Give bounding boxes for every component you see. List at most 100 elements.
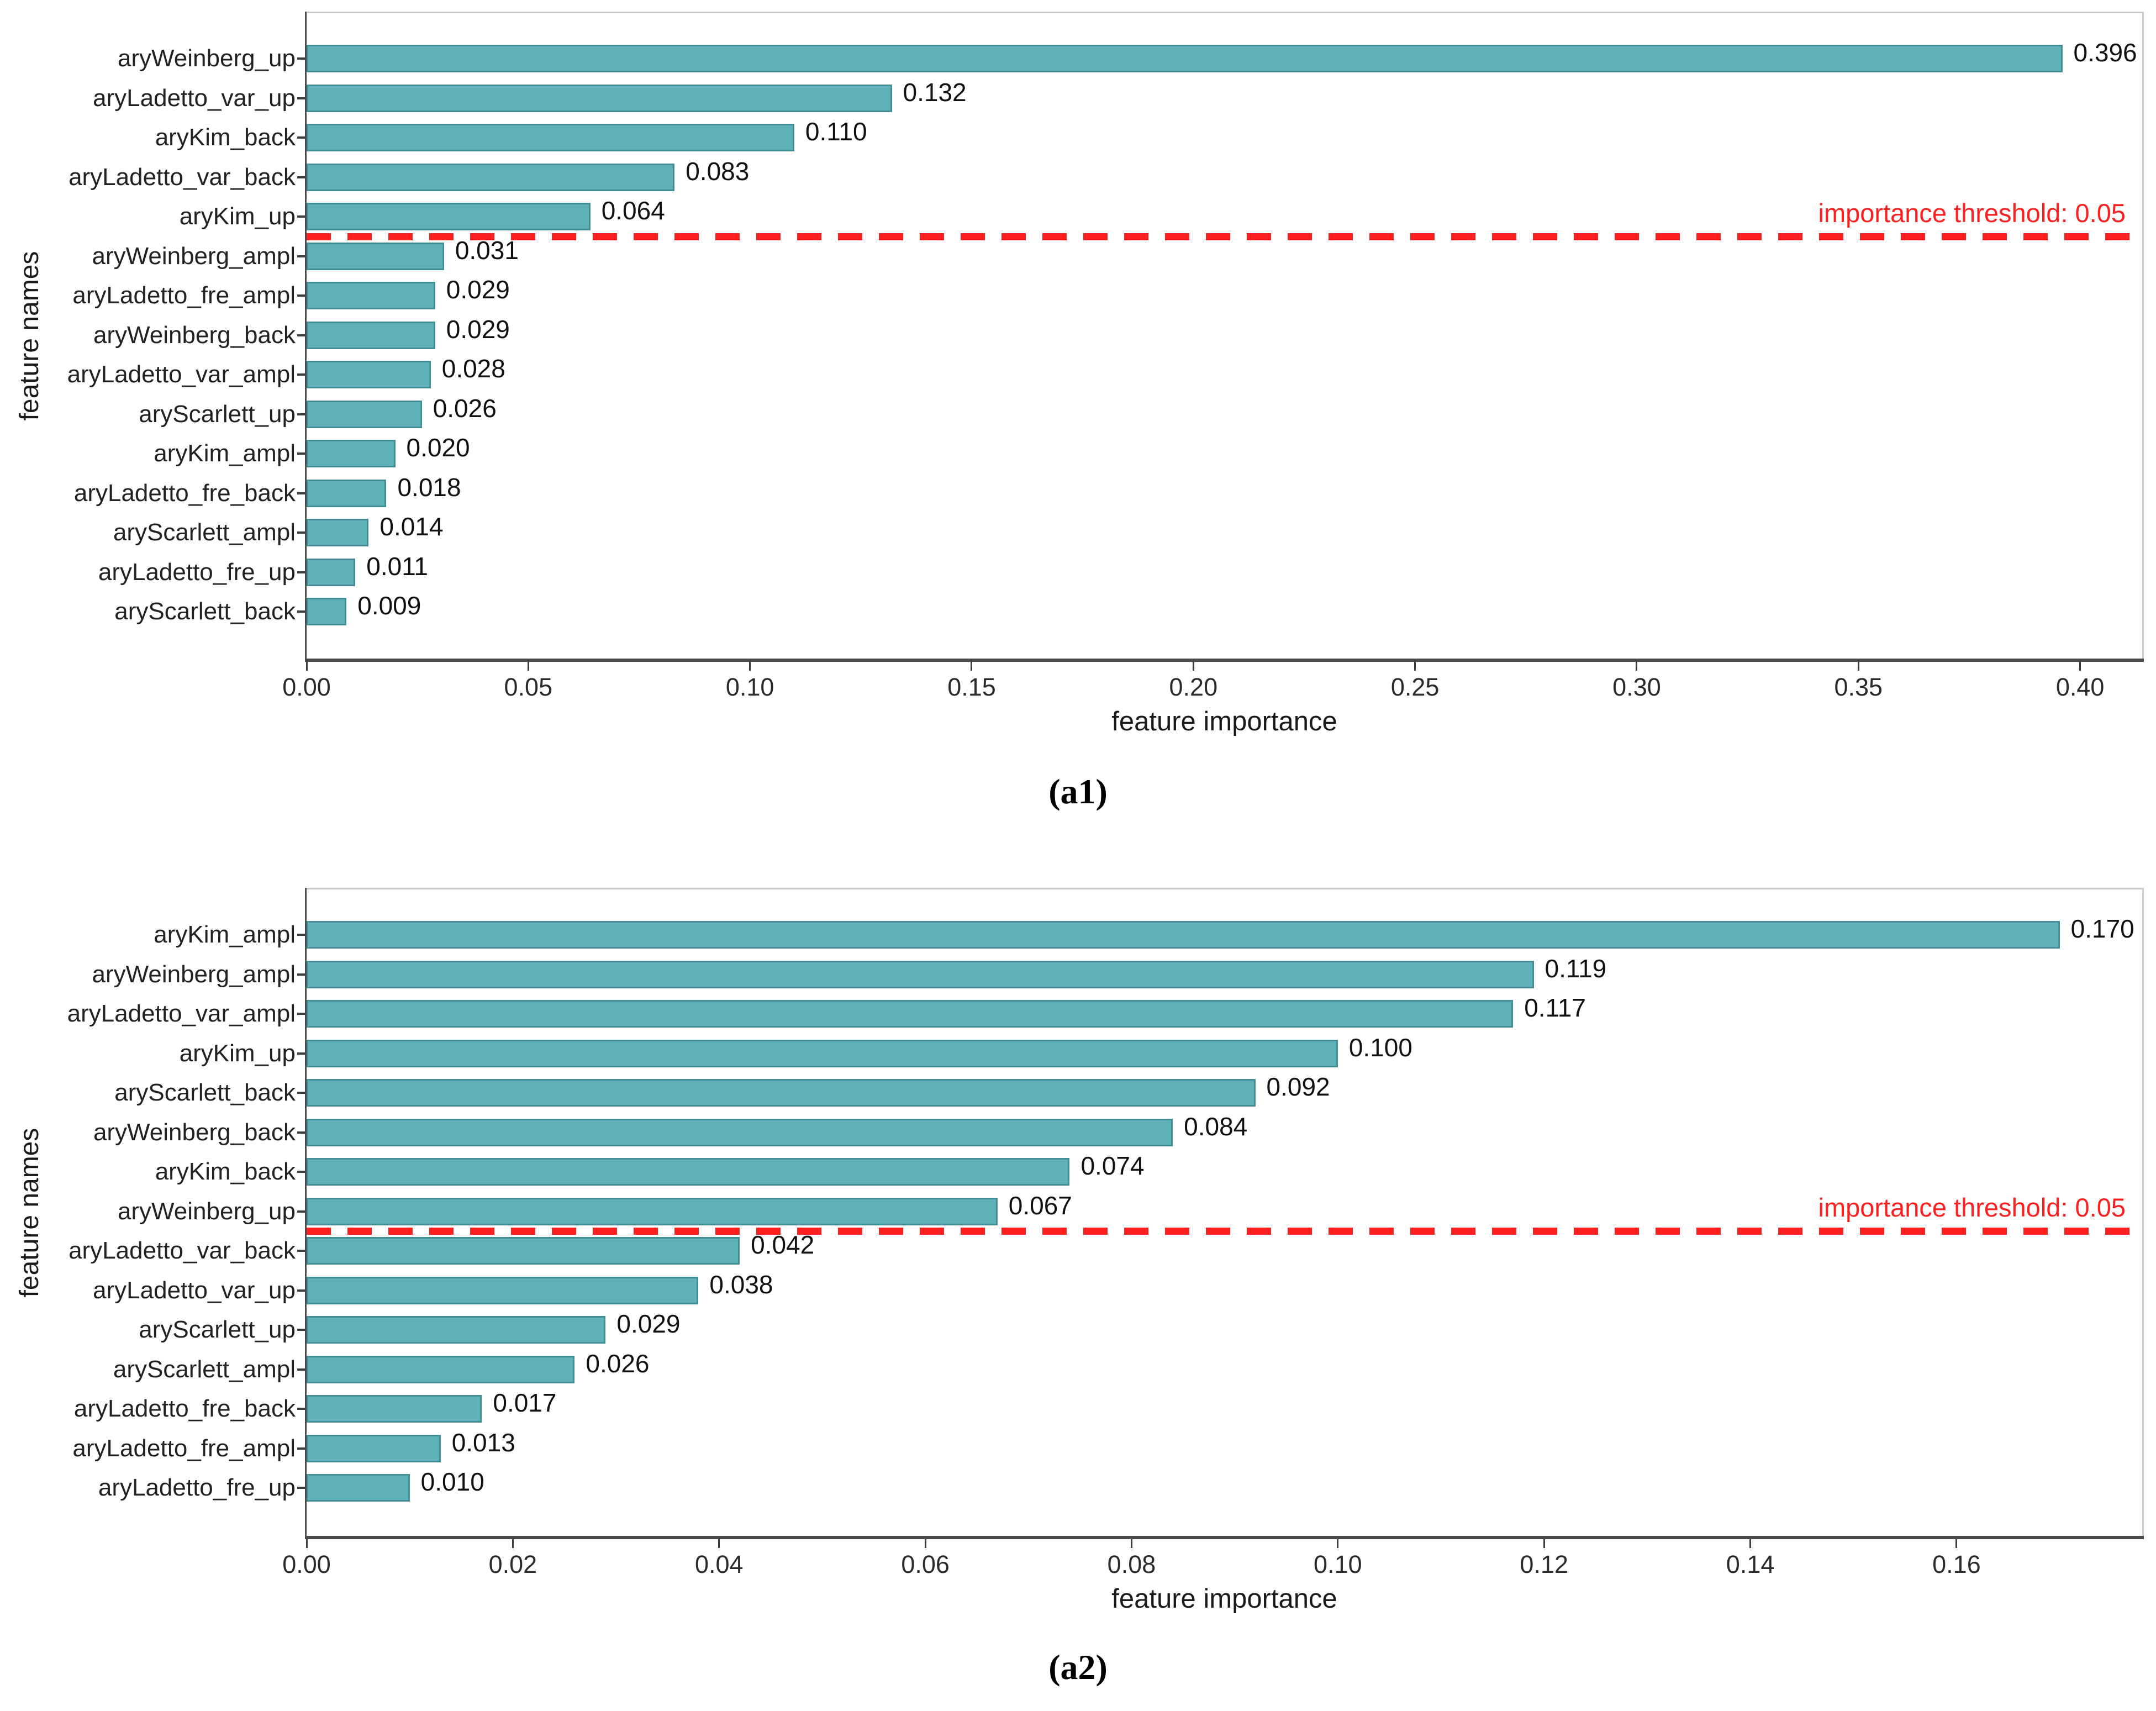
- y-axis-line: [305, 12, 307, 662]
- bar: [307, 45, 2063, 72]
- ytick-label: aryWeinberg_back: [93, 321, 296, 349]
- ytick-label: aryScarlett_back: [114, 1079, 296, 1106]
- xtick-label: 0.00: [282, 673, 331, 701]
- bar-value-label: 0.029: [616, 1309, 681, 1338]
- ytick-mark: [297, 1487, 305, 1489]
- ytick-label: aryScarlett_up: [139, 1316, 296, 1343]
- ytick-mark: [297, 1447, 305, 1450]
- bar: [307, 1434, 441, 1462]
- ytick-label: aryLadetto_fre_back: [73, 1395, 296, 1422]
- xtick-label: 0.30: [1612, 673, 1661, 701]
- ytick-label: aryLadetto_fre_ampl: [72, 1434, 296, 1462]
- bar: [307, 84, 892, 112]
- xtick-label: 0.20: [1169, 673, 1218, 701]
- ytick-mark: [297, 1408, 305, 1410]
- bar: [307, 921, 2060, 949]
- bar: [307, 1118, 1173, 1146]
- xtick-mark: [305, 662, 308, 671]
- xtick-mark: [1955, 1539, 1958, 1548]
- x-axis-line: [305, 1536, 2144, 1539]
- threshold-label: importance threshold: 0.05: [1818, 198, 2126, 228]
- ytick-mark: [297, 531, 305, 534]
- ytick-label: aryScarlett_ampl: [113, 519, 296, 546]
- xtick-label: 0.00: [282, 1550, 331, 1578]
- bar: [307, 1316, 606, 1344]
- ytick-label: aryScarlett_ampl: [113, 1355, 296, 1383]
- xtick-mark: [1857, 662, 1859, 671]
- bar-value-label: 0.031: [455, 235, 519, 265]
- xtick-mark: [718, 1539, 720, 1548]
- bar: [307, 400, 422, 428]
- bar-value-label: 0.064: [601, 196, 665, 225]
- ytick-mark: [297, 1250, 305, 1252]
- ytick-label: aryLadetto_var_ampl: [67, 1000, 296, 1027]
- bar-value-label: 0.011: [366, 551, 428, 581]
- bar-value-label: 0.119: [1544, 954, 1607, 983]
- bar-value-label: 0.009: [357, 591, 421, 620]
- xtick-label: 0.06: [901, 1550, 950, 1578]
- ytick-mark: [297, 176, 305, 178]
- bar: [307, 1237, 740, 1265]
- bar: [307, 440, 396, 467]
- xtick-mark: [749, 662, 751, 671]
- bar: [307, 124, 794, 151]
- ytick-mark: [297, 413, 305, 415]
- xtick-mark: [924, 1539, 926, 1548]
- ytick-label: aryWeinberg_up: [117, 45, 296, 72]
- ytick-label: aryLadetto_var_back: [68, 1237, 296, 1264]
- xtick-label: 0.04: [694, 1550, 744, 1578]
- ytick-mark: [297, 610, 305, 613]
- ytick-mark: [297, 1013, 305, 1015]
- xtick-label: 0.16: [1932, 1550, 1981, 1578]
- xtick-mark: [305, 1539, 308, 1548]
- ytick-label: aryLadetto_fre_back: [73, 479, 296, 507]
- chart-panel-a1: feature names feature importance (a1) ar…: [15, 12, 2144, 811]
- plot-border-top: [305, 12, 2144, 13]
- ytick-mark: [297, 57, 305, 60]
- ytick-label: aryLadetto_var_back: [68, 163, 296, 191]
- xtick-mark: [527, 662, 529, 671]
- bar: [307, 1158, 1070, 1186]
- ytick-mark: [297, 934, 305, 936]
- xtick-mark: [1192, 662, 1194, 671]
- bar: [307, 1000, 1514, 1028]
- y-axis-line: [305, 888, 307, 1539]
- chart-panel-a2: feature names feature importance (a2) ar…: [0, 856, 2156, 1711]
- ytick-label: aryLadetto_fre_ampl: [72, 282, 296, 309]
- xtick-mark: [1414, 662, 1416, 671]
- panel-caption-a1: (a1): [1048, 772, 1108, 811]
- threshold-line: [307, 1228, 2142, 1235]
- x-axis-title: feature importance: [1111, 707, 1337, 736]
- bar-value-label: 0.026: [433, 393, 497, 423]
- ytick-label: aryKim_up: [179, 1039, 296, 1067]
- ytick-label: aryLadetto_fre_up: [98, 558, 296, 586]
- bar-value-label: 0.083: [686, 156, 750, 186]
- xtick-mark: [1130, 1539, 1132, 1548]
- bar: [307, 321, 435, 349]
- ytick-label: aryScarlett_up: [139, 400, 296, 428]
- ytick-mark: [297, 1289, 305, 1292]
- ytick-label: aryKim_up: [179, 203, 296, 230]
- bar: [307, 960, 1534, 988]
- xtick-mark: [512, 1539, 514, 1548]
- ytick-mark: [297, 255, 305, 257]
- bar-value-label: 0.017: [493, 1388, 557, 1417]
- bar: [307, 203, 591, 230]
- plot-border-right: [2142, 12, 2144, 662]
- bar: [307, 1039, 1338, 1067]
- bar-value-label: 0.038: [709, 1270, 773, 1299]
- ytick-label: aryWeinberg_up: [117, 1197, 296, 1225]
- ytick-label: aryKim_back: [155, 1158, 296, 1185]
- ytick-mark: [297, 136, 305, 139]
- bar: [307, 1474, 410, 1502]
- xtick-mark: [1749, 1539, 1752, 1548]
- xtick-label: 0.35: [1834, 673, 1883, 701]
- bar-value-label: 0.029: [446, 275, 510, 304]
- xtick-label: 0.12: [1520, 1550, 1569, 1578]
- ytick-mark: [297, 1131, 305, 1134]
- bar-value-label: 0.010: [420, 1467, 484, 1496]
- bar-value-label: 0.042: [751, 1230, 815, 1259]
- ytick-label: aryLadetto_var_up: [93, 84, 296, 112]
- bar-value-label: 0.170: [2070, 914, 2134, 943]
- ytick-mark: [297, 215, 305, 218]
